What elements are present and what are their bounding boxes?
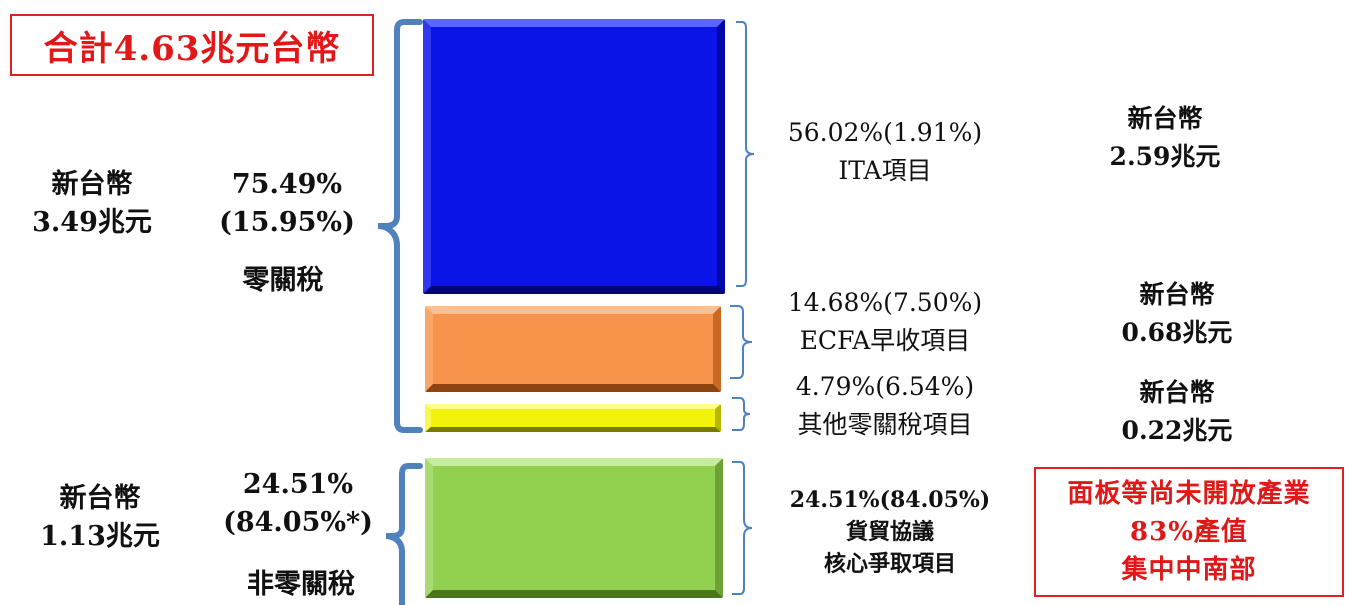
other-segment-label: 4.79%(6.54%) 其他零關稅項目 bbox=[770, 368, 1000, 444]
core-bracket bbox=[732, 461, 753, 595]
core-bar bbox=[425, 458, 723, 598]
other-bracket bbox=[732, 397, 751, 431]
non-zero-tariff-label: 非零關稅 bbox=[247, 569, 355, 600]
note-box: 面板等尚未開放產業 83%產值 集中中南部 bbox=[1034, 467, 1344, 597]
ita-bracket bbox=[736, 21, 755, 287]
zero-tariff-label: 零關稅 bbox=[242, 265, 324, 296]
zero-tariff-amount: 新台幣 3.49兆元 bbox=[32, 166, 152, 242]
ecfa-amount: 新台幣 0.68兆元 bbox=[1112, 276, 1242, 352]
note-line2: 83%產值 bbox=[1130, 517, 1248, 547]
zero-tariff-percent: 75.49% (15.95%) bbox=[212, 166, 362, 242]
total-amount-box: 合計4.63兆元台幣 bbox=[10, 14, 374, 76]
ecfa-amount-currency: 新台幣 bbox=[1139, 280, 1215, 309]
core-percent: 24.51%(84.05%) bbox=[789, 487, 991, 513]
ecfa-bar bbox=[425, 306, 721, 392]
zero-tariff-currency: 新台幣 bbox=[51, 169, 133, 200]
ecfa-segment-label: 14.68%(7.50%) ECFA早收項目 bbox=[770, 284, 1000, 360]
other-amount: 新台幣 0.22兆元 bbox=[1112, 374, 1242, 450]
other-bar bbox=[425, 404, 721, 432]
non-zero-tariff-currency: 新台幣 bbox=[59, 483, 141, 514]
non-zero-tariff-percent-sub: (84.05%*) bbox=[223, 507, 373, 538]
ita-name: ITA項目 bbox=[838, 156, 932, 185]
ita-amount-value: 2.59兆元 bbox=[1109, 142, 1221, 171]
zero-tariff-value: 3.49兆元 bbox=[32, 207, 152, 238]
ita-segment-label: 56.02%(1.91%) ITA項目 bbox=[770, 114, 1000, 190]
zero-tariff-percent-sub: (15.95%) bbox=[219, 207, 355, 238]
ecfa-percent: 14.68%(7.50%) bbox=[787, 288, 983, 317]
core-segment-label: 24.51%(84.05%) 貨貿協議 核心爭取項目 bbox=[780, 484, 1000, 580]
note-line1: 面板等尚未開放產業 bbox=[1067, 479, 1311, 509]
other-amount-value: 0.22兆元 bbox=[1121, 416, 1233, 445]
non-zero-tariff-percent-main: 24.51% bbox=[242, 469, 354, 500]
core-name-line2: 核心爭取項目 bbox=[823, 551, 956, 577]
ita-amount-currency: 新台幣 bbox=[1127, 104, 1203, 133]
non-zero-tariff-value: 1.13兆元 bbox=[40, 521, 160, 552]
non-zero-tariff-amount: 新台幣 1.13兆元 bbox=[40, 480, 160, 556]
ita-bar bbox=[423, 19, 725, 294]
other-name: 其他零關稅項目 bbox=[797, 410, 973, 439]
other-amount-currency: 新台幣 bbox=[1139, 378, 1215, 407]
non-zero-tariff-percent: 24.51% (84.05%*) bbox=[218, 466, 378, 542]
ita-amount: 新台幣 2.59兆元 bbox=[1100, 100, 1230, 176]
note-line3: 集中中南部 bbox=[1121, 555, 1257, 585]
other-percent: 4.79%(6.54%) bbox=[795, 372, 975, 401]
non-zero-tariff-brace bbox=[385, 463, 423, 605]
zero-tariff-percent-main: 75.49% bbox=[231, 169, 343, 200]
ecfa-bracket bbox=[730, 305, 753, 379]
ecfa-amount-value: 0.68兆元 bbox=[1121, 318, 1233, 347]
core-name-line1: 貨貿協議 bbox=[845, 519, 934, 545]
ecfa-name: ECFA早收項目 bbox=[799, 326, 971, 355]
zero-tariff-brace bbox=[377, 19, 423, 433]
ita-percent: 56.02%(1.91%) bbox=[787, 118, 983, 147]
